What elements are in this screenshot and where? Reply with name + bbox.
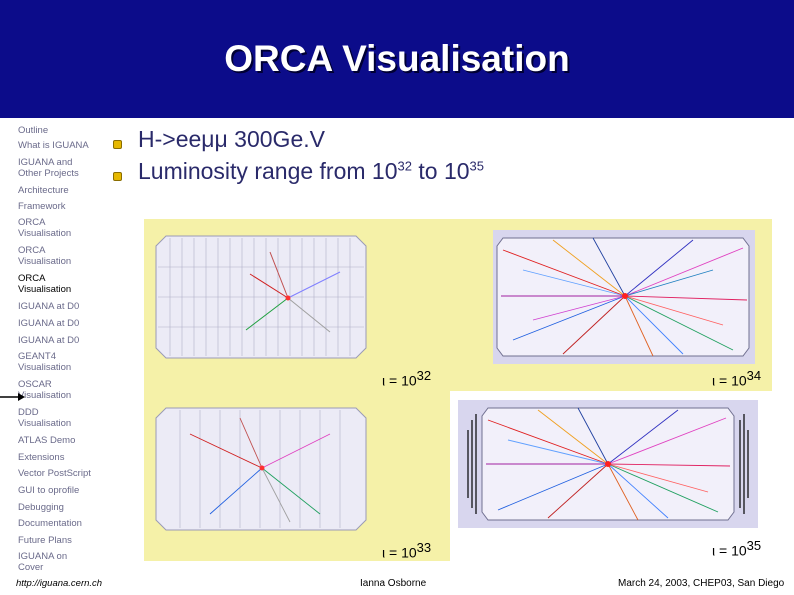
sidebar-item-documentation[interactable]: Documentation bbox=[18, 518, 82, 529]
sidebar-item-extensions[interactable]: Extensions bbox=[18, 452, 65, 463]
sidebar-item-architecture[interactable]: Architecture bbox=[18, 185, 69, 196]
sidebar-item-iguana-d0-1[interactable]: IGUANA at D0 bbox=[18, 301, 80, 312]
sidebar-item-iguana-on-cover[interactable]: IGUANA on Cover bbox=[18, 551, 68, 573]
sidebar-item-vector-postscript[interactable]: Vector PostScript bbox=[18, 468, 91, 479]
footer-url[interactable]: http://iguana.cern.ch bbox=[16, 578, 103, 589]
footer-author: Ianna Osborne bbox=[360, 578, 427, 589]
sidebar-item-iguana-d0-2[interactable]: IGUANA at D0 bbox=[18, 318, 80, 329]
sidebar-item-orca-visualisation-2[interactable]: ORCA Visualisation bbox=[18, 245, 72, 267]
caption-lumi-33: ι = 1033 bbox=[382, 540, 432, 561]
sidebar-item-orca-visualisation-1[interactable]: ORCA Visualisation bbox=[18, 217, 72, 239]
sidebar-item-ddd-visualisation[interactable]: DDD Visualisation bbox=[18, 407, 72, 429]
bullet-icon bbox=[113, 140, 122, 149]
detector-view-lumi-34 bbox=[493, 230, 755, 364]
sidebar-item-iguana-d0-3[interactable]: IGUANA at D0 bbox=[18, 335, 80, 346]
caption-lumi-35: ι = 1035 bbox=[712, 538, 762, 559]
sidebar: Outline What is IGUANA IGUANA and Other … bbox=[0, 118, 112, 595]
sidebar-item-framework[interactable]: Framework bbox=[18, 201, 66, 212]
caption-lumi-34: ι = 1034 bbox=[712, 368, 762, 389]
sidebar-item-gui-to-oprofile[interactable]: GUI to oprofile bbox=[18, 485, 80, 496]
caption-lumi-32: ι = 1032 bbox=[382, 368, 432, 389]
bullet-icon bbox=[113, 172, 122, 181]
detector-view-lumi-33 bbox=[155, 407, 367, 531]
sidebar-item-debugging[interactable]: Debugging bbox=[18, 502, 64, 513]
arrow-right-icon bbox=[0, 393, 25, 401]
detector-view-lumi-35 bbox=[458, 400, 758, 528]
bullet-luminosity: Luminosity range from 1032 to 1035 bbox=[138, 158, 484, 184]
footer-date: March 24, 2003, CHEP03, San Diego bbox=[618, 578, 785, 589]
sidebar-item-atlas-demo[interactable]: ATLAS Demo bbox=[18, 435, 76, 446]
sidebar-item-what-is-iguana[interactable]: What is IGUANA bbox=[18, 140, 89, 151]
bullet-process: H->eeμμ 300Ge.V bbox=[138, 126, 325, 152]
slide-header bbox=[0, 0, 794, 118]
sidebar-item-geant4-visualisation[interactable]: GEANT4 Visualisation bbox=[18, 351, 72, 373]
sidebar-item-orca-visualisation-3[interactable]: ORCA Visualisation bbox=[18, 273, 72, 295]
sidebar-item-iguana-other-projects[interactable]: IGUANA and Other Projects bbox=[18, 157, 79, 179]
sidebar-item-outline[interactable]: Outline bbox=[18, 125, 49, 136]
detector-view-lumi-32 bbox=[155, 235, 367, 359]
sidebar-item-future-plans[interactable]: Future Plans bbox=[18, 535, 72, 546]
sidebar-item-oscar-visualisation[interactable]: OSCAR Visualisation bbox=[18, 379, 72, 401]
slide-title: ORCA Visualisation bbox=[224, 38, 570, 79]
